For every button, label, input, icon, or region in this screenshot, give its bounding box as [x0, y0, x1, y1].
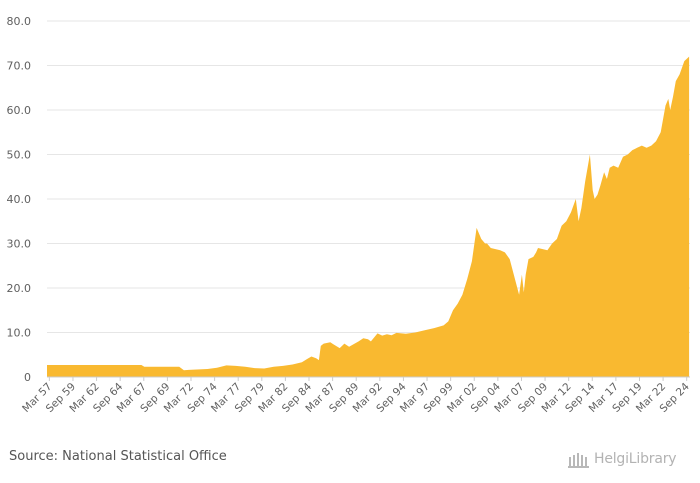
y-axis: 0 10.0 20.0 30.0 40.0 50.0 60.0 70.0 80.0: [7, 15, 32, 384]
y-tick-label: 20.0: [7, 282, 32, 295]
y-tick-label: 70.0: [7, 60, 32, 73]
y-tick-label: 50.0: [7, 149, 32, 162]
y-tick-label: 0: [24, 371, 31, 384]
gridlines: [47, 20, 690, 333]
y-tick-label: 30.0: [7, 238, 32, 251]
chart: 0 10.0 20.0 30.0 40.0 50.0 60.0 70.0 80.0 Mar 57…: [7, 15, 693, 415]
y-tick-label: 40.0: [7, 193, 32, 206]
source-note: Source: National Statistical Office: [9, 449, 227, 464]
helgi-library-logo: HelgiLibrary: [568, 446, 677, 472]
y-tick-label: 60.0: [7, 104, 32, 117]
logo-text: HelgiLibrary: [594, 451, 677, 467]
building-icon: [568, 453, 589, 468]
area-series: [47, 56, 690, 377]
y-tick-label: 80.0: [7, 15, 32, 28]
y-tick-label: 10.0: [7, 327, 32, 340]
